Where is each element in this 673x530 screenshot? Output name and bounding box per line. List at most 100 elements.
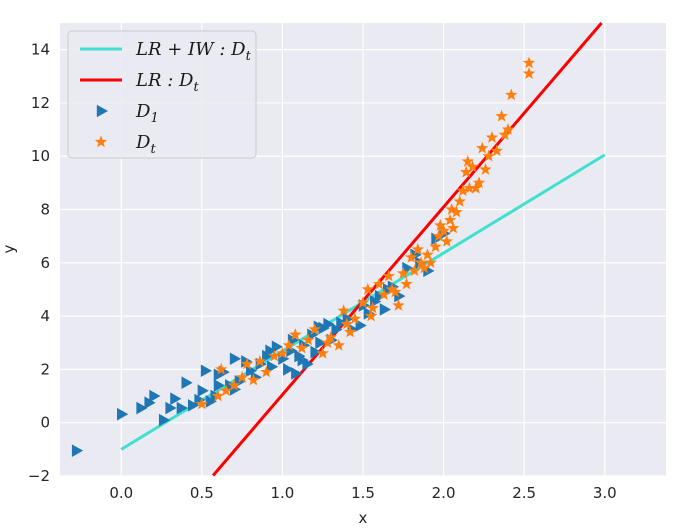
d1-point xyxy=(291,367,303,380)
dt-point xyxy=(348,312,362,325)
x-tick-label: 1.5 xyxy=(351,484,375,502)
d1-point xyxy=(315,336,327,350)
dt-point xyxy=(268,349,281,362)
dt-point xyxy=(253,354,267,367)
x-axis-label: x xyxy=(359,509,368,527)
legend-dt-label: Dt xyxy=(135,132,156,157)
d1-point xyxy=(262,349,274,363)
dt-point xyxy=(337,304,350,317)
dt-point xyxy=(282,338,296,351)
d1-point xyxy=(355,319,367,332)
dt-point xyxy=(308,322,321,335)
legend-lr-label: LR : Dt xyxy=(135,70,199,95)
dt-point xyxy=(472,176,486,189)
dt-point xyxy=(456,184,470,197)
d1-point xyxy=(297,353,309,367)
dt-point xyxy=(522,56,536,69)
dt-point xyxy=(429,240,442,253)
dt-point xyxy=(324,330,337,343)
scatter-points xyxy=(71,56,536,457)
dt-point xyxy=(321,336,334,349)
dt-point xyxy=(227,378,241,391)
d1-point xyxy=(144,396,156,410)
dt-point xyxy=(424,256,437,269)
d1-point xyxy=(331,323,343,336)
d1-point xyxy=(200,364,213,378)
d1-point xyxy=(149,389,161,403)
dt-point xyxy=(397,266,410,279)
dt-point xyxy=(411,243,424,255)
d1-point xyxy=(229,352,242,366)
dt-point xyxy=(356,296,370,309)
dt-point xyxy=(240,357,254,370)
dt-point xyxy=(372,277,386,290)
dt-point xyxy=(214,362,228,375)
d1-point xyxy=(187,399,200,412)
dt-point xyxy=(453,195,466,207)
d1-point xyxy=(323,317,335,331)
x-tick-label: 1.0 xyxy=(270,484,294,502)
dt-point xyxy=(343,325,357,338)
y-tick-label: 12 xyxy=(31,94,50,112)
dt-point xyxy=(361,282,375,295)
dt-point xyxy=(302,333,315,346)
d1-point xyxy=(117,407,129,421)
dt-point xyxy=(459,165,473,178)
y-tick-label: 4 xyxy=(40,307,50,325)
d1-point xyxy=(197,384,209,398)
legend-box xyxy=(67,30,257,159)
dt-point xyxy=(450,205,463,218)
dt-point xyxy=(443,213,457,226)
dt-point xyxy=(522,67,536,79)
dt-point xyxy=(377,288,391,301)
dt-point xyxy=(440,235,453,247)
dt-point xyxy=(505,88,518,101)
dt-point xyxy=(389,285,402,298)
y-tick-label: 10 xyxy=(31,147,50,165)
y-tick-label: 6 xyxy=(40,254,50,272)
d1-point xyxy=(265,344,277,358)
lr-regression-line xyxy=(211,22,603,477)
dt-point xyxy=(432,229,445,242)
dt-point xyxy=(418,261,431,274)
y-tick-label: 8 xyxy=(40,201,50,219)
dt-point xyxy=(366,301,379,314)
d1-point xyxy=(176,401,188,415)
legend-lr-iw-label: LR + IW : Dt xyxy=(135,39,252,64)
dt-point xyxy=(195,397,209,410)
dt-point xyxy=(479,163,492,175)
dt-point xyxy=(392,298,405,311)
x-tick-label: 0.0 xyxy=(109,484,133,502)
dt-point xyxy=(463,181,476,194)
dt-point xyxy=(385,282,399,295)
dt-point xyxy=(260,365,273,378)
dt-point xyxy=(295,341,308,354)
dt-point xyxy=(340,317,354,330)
d1-point xyxy=(283,363,295,376)
d1-point xyxy=(213,379,225,392)
dt-point xyxy=(247,373,260,386)
dt-point xyxy=(382,269,395,282)
d1-point xyxy=(181,376,193,390)
d1-point xyxy=(266,360,279,374)
d1-point xyxy=(170,392,182,406)
d1-point xyxy=(374,289,387,303)
dt-point xyxy=(408,264,421,277)
x-tick-label: 3.0 xyxy=(593,484,617,502)
dt-point xyxy=(485,131,499,143)
dt-point xyxy=(235,370,249,383)
d1-point xyxy=(165,401,177,415)
dt-point xyxy=(466,160,479,173)
dt-point xyxy=(400,277,413,290)
dt-point xyxy=(461,155,474,167)
dt-point xyxy=(445,203,458,215)
legend: LR + IW : Dt LR : Dt D1 Dt xyxy=(67,30,257,159)
dt-point xyxy=(414,256,428,269)
dt-point xyxy=(421,248,434,261)
y-axis-label: y xyxy=(0,244,18,253)
y-tick-label: 2 xyxy=(40,360,50,378)
d1-point xyxy=(310,345,322,359)
y-tick-label: 14 xyxy=(31,41,50,59)
dt-point xyxy=(447,221,460,234)
